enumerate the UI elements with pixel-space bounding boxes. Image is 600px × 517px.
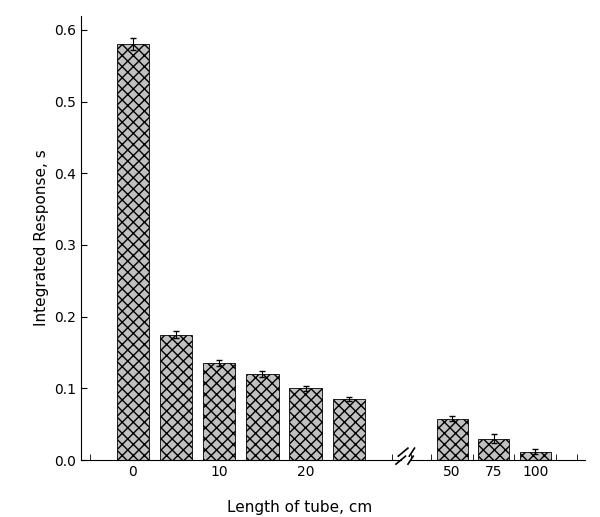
Bar bbox=[246, 374, 278, 460]
Bar bbox=[289, 388, 322, 460]
Y-axis label: Integrated Response, s: Integrated Response, s bbox=[34, 149, 49, 326]
Bar bbox=[203, 363, 235, 460]
Bar bbox=[520, 451, 551, 460]
Bar bbox=[437, 419, 467, 460]
Bar bbox=[160, 334, 192, 460]
Text: Length of tube, cm: Length of tube, cm bbox=[227, 500, 373, 515]
Bar bbox=[116, 44, 149, 460]
Bar bbox=[332, 399, 365, 460]
Bar bbox=[478, 438, 509, 460]
